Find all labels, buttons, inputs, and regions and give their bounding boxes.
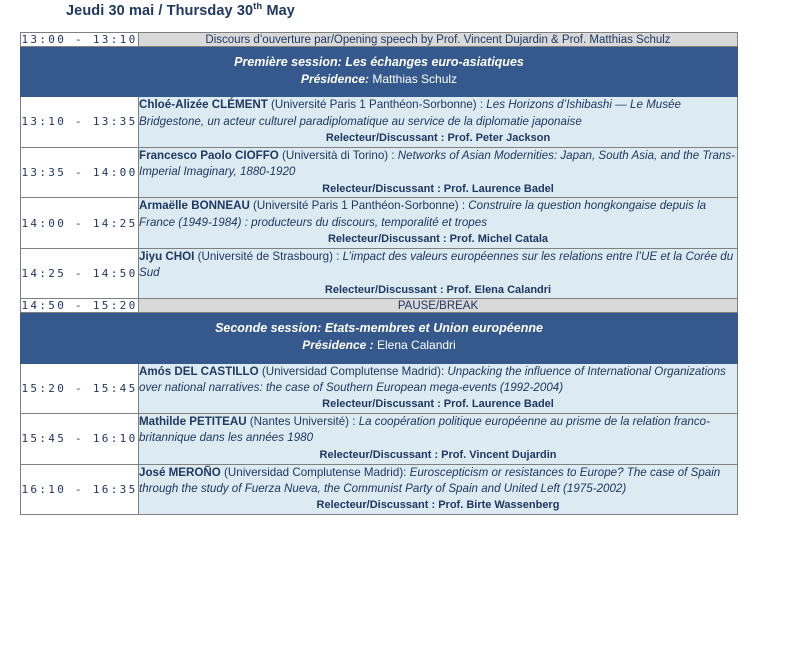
talk-row: 13:35 - 14:00 Francesco Paolo CIOFFO (Uni… [20,146,738,199]
time-slot: 13:10 - 13:35 [20,96,139,148]
talk-title: Networks of Asian Modernities: Japan, So… [139,148,736,179]
talk-discussant: Relecteur/Discussant : Prof. Vincent Duj… [319,448,557,461]
session-chair-name: Elena Calandri [377,337,456,352]
talk-affiliation: (Université de Strasbourg) : [194,249,343,263]
talk-row: 14:00 - 14:25 Armaëlle BONNEAU (Universit… [20,197,738,249]
talk-main-line: Mathilde PETITEAU (Nantes Université) : … [139,414,737,447]
talk-discussant: Relecteur/Discussant : Prof. Laurence Ba… [322,398,554,411]
talk-row: 16:10 - 16:35 José MEROÑO (Universidad Co… [20,463,738,516]
talk-title: Les Horizons d’Ishibashi — Le Musée Brid… [139,98,681,128]
session-title: Première session: Les échanges euro-asia… [234,55,524,69]
talk-cell: Francesco Paolo CIOFFO (Università di To… [138,146,738,199]
talk-main-line: Chloé-Alizée CLÉMENT (Université Paris 1… [139,97,737,130]
plain-entry-text: Discours d’ouverture par/Opening speech … [138,32,738,47]
time-slot: 13:35 - 14:00 [20,146,139,199]
talk-title: Construire la question hongkongaise depu… [139,199,707,229]
schedule-table-body: 13:00 - 13:10 Discours d’ouverture par/Op… [20,32,738,516]
talk-speaker: Chloé-Alizée CLÉMENT [139,98,268,112]
talk-cell: Chloé-Alizée CLÉMENT (Université Paris 1… [138,96,738,148]
day-title-post: May [262,3,295,19]
time-slot: 14:25 - 14:50 [20,247,139,300]
talk-discussant: Relecteur/Discussant : Prof. Laurence Ba… [322,182,554,195]
time-slot: 16:10 - 16:35 [20,463,139,516]
talk-cell: Amós DEL CASTILLO (Universidad Compluten… [138,362,738,415]
talk-main-line: Armaëlle BONNEAU (Université Paris 1 Pan… [139,198,737,231]
day-title-ordinal-suffix: th [253,1,263,13]
talk-main-line: Amós DEL CASTILLO (Universidad Compluten… [139,364,737,397]
talk-speaker: Jiyu CHOI [139,249,195,263]
talk-speaker: Armaëlle BONNEAU [139,199,250,213]
session-chair: Présidence: Matthias Schulz [27,72,731,88]
session-title: Seconde session: Etats-membres et Union … [215,321,543,336]
talk-affiliation: (Università di Torino) : [278,148,398,162]
talk-speaker: Amós DEL CASTILLO [139,364,259,378]
day-title: Jeudi 30 mai / Thursday 30th May [66,1,295,19]
talk-discussant: Relecteur/Discussant : Prof. Birte Wasse… [316,499,560,512]
talk-discussant: Relecteur/Discussant : Prof. Elena Calan… [324,283,552,296]
time-slot: 13:00 - 13:10 [20,32,139,47]
talk-speaker: Mathilde PETITEAU [139,415,247,429]
talk-cell: Jiyu CHOI (Université de Strasbourg) : L… [138,247,738,300]
talk-row: 15:45 - 16:10 Mathilde PETITEAU (Nantes U… [20,413,738,465]
talk-cell: Armaëlle BONNEAU (Université Paris 1 Pan… [138,197,738,249]
plain-row: 14:50 - 15:20 PAUSE/BREAK [20,298,738,314]
talk-title: Unpacking the influence of International… [139,364,726,394]
day-title-pre: Jeudi 30 mai / Thursday 30 [66,3,254,19]
session-chair-label: Présidence : [302,337,374,352]
plain-entry-text: PAUSE/BREAK [138,298,738,314]
talk-main-line: José MEROÑO (Universidad Complutense Mad… [139,465,737,498]
talk-main-line: Francesco Paolo CIOFFO (Università di To… [139,148,737,181]
session-header-row: Seconde session: Etats-membres et Union … [20,312,738,364]
talk-speaker: José MEROÑO [139,465,221,479]
session-chair-label: Présidence: [300,71,369,86]
talk-affiliation: (Université Paris 1 Panthéon-Sorbonne) : [267,98,487,112]
session-chair: Présidence : Elena Calandri [27,338,731,354]
talk-affiliation: (Université Paris 1 Panthéon-Sorbonne) : [249,199,469,213]
session-chair-name: Matthias Schulz [372,71,458,86]
talk-main-line: Jiyu CHOI (Université de Strasbourg) : L… [139,249,737,282]
talk-affiliation: (Universidad Complutense Madrid): [258,364,448,378]
talk-affiliation: (Universidad Complutense Madrid): [220,465,410,479]
talk-cell: Mathilde PETITEAU (Nantes Université) : … [138,413,738,465]
talk-row: 14:25 - 14:50 Jiyu CHOI (Université de St… [20,247,738,300]
session-header-cell: Première session: Les échanges euro-asia… [20,45,738,98]
time-slot: 14:00 - 14:25 [20,197,139,249]
talk-cell: José MEROÑO (Universidad Complutense Mad… [138,463,738,516]
schedule-table: 13:00 - 13:10 Discours d’ouverture par/Op… [20,32,738,516]
talk-row: 13:10 - 13:35 Chloé-Alizée CLÉMENT (Unive… [20,96,738,148]
talk-title: La coopération politique européenne au p… [139,415,710,445]
talk-discussant: Relecteur/Discussant : Prof. Peter Jacks… [325,132,551,145]
talk-title: Euroscepticism or resistances to Europe?… [139,465,721,495]
talk-row: 15:20 - 15:45 Amós DEL CASTILLO (Universi… [20,362,738,415]
plain-row: 13:00 - 13:10 Discours d’ouverture par/Op… [20,32,738,47]
talk-affiliation: (Nantes Université) : [246,415,359,429]
time-slot: 14:50 - 15:20 [20,298,139,314]
time-slot: 15:45 - 16:10 [20,413,139,465]
talk-title: L’impact des valeurs européennes sur les… [139,249,734,280]
session-header-cell: Seconde session: Etats-membres et Union … [20,312,738,364]
time-slot: 15:20 - 15:45 [20,362,139,415]
talk-speaker: Francesco Paolo CIOFFO [139,148,279,162]
talk-discussant: Relecteur/Discussant : Prof. Michel Cata… [327,233,549,246]
session-header-row: Première session: Les échanges euro-asia… [20,45,738,98]
